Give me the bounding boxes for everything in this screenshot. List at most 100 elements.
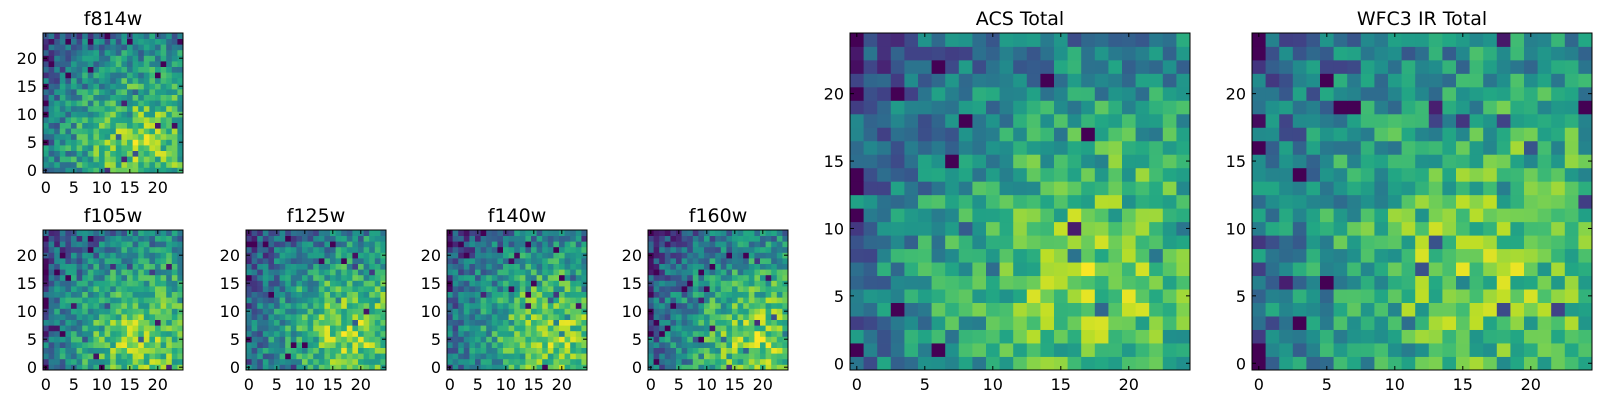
f140w-cell [469, 291, 476, 298]
f140w-cell [581, 353, 588, 360]
f160w-cell [720, 235, 727, 242]
acs-total-cell [986, 302, 1000, 317]
f140w-cell [486, 230, 493, 236]
f105w-cell [71, 235, 77, 242]
acs-total-cell [1135, 73, 1150, 88]
f814w-cell [59, 111, 66, 118]
f160w-cell [687, 286, 694, 292]
f814w-cell [93, 161, 100, 168]
wfc3-ir-total-cell [1292, 59, 1307, 74]
acs-total-cell [1067, 329, 1082, 344]
f814w-cell [104, 94, 111, 101]
acs-total-cell [890, 221, 905, 236]
wfc3-ir-total-cell [1469, 33, 1484, 47]
wfc3-ir-total-cell [1442, 154, 1457, 169]
f140w-cell [542, 353, 549, 360]
f160w-cell [664, 347, 671, 354]
f814w-cell [82, 128, 89, 135]
f814w-cell [149, 44, 156, 51]
f125w-cell [268, 314, 275, 320]
f140w-cell [559, 330, 565, 337]
f814w-cell [65, 38, 72, 45]
f814w-cell [65, 161, 72, 168]
f140w-cell [447, 241, 453, 248]
f105w-cell [59, 274, 66, 281]
acs-total-cell [931, 86, 946, 101]
acs-total-cell [890, 59, 905, 74]
f125w-cell [279, 252, 286, 259]
f814w-cell [132, 55, 139, 62]
wfc3-ir-total-cell [1456, 262, 1470, 277]
f160w-cell [681, 302, 688, 309]
f160w-cell [676, 314, 682, 320]
wfc3-ir-total-cell [1456, 86, 1470, 101]
f105w-cell [121, 319, 128, 326]
f160w-cell [771, 291, 778, 298]
f160w-cell [681, 353, 688, 360]
f125w-cell [285, 280, 292, 287]
f160w-cell [765, 297, 772, 304]
f160w-cell [782, 291, 789, 298]
wfc3-ir-total-cell [1469, 86, 1484, 101]
acs-total-cell [972, 329, 987, 344]
f105w-cell [160, 319, 167, 326]
acs-total-cell [1067, 235, 1082, 250]
f140w-cell [525, 269, 532, 276]
f125w-cell [268, 358, 275, 365]
f105w-cell [54, 319, 61, 326]
f160w-cell [670, 235, 677, 242]
wfc3-ir-total-cell [1578, 329, 1593, 344]
f160w-cell [760, 319, 766, 326]
f160w-cell [648, 235, 654, 242]
wfc3-ir-total-cell [1374, 316, 1389, 330]
f140w-cell [570, 308, 577, 315]
f125w-cell [363, 353, 370, 360]
f105w-cell [54, 263, 61, 270]
wfc3-ir-total-cell [1510, 208, 1525, 223]
acs-total-cell [863, 73, 878, 88]
f814w-cell [138, 145, 145, 151]
f140w-cell [559, 235, 565, 242]
f814w-cell [110, 38, 117, 45]
f105w-cell [71, 325, 77, 332]
acs-total-cell [1081, 343, 1096, 357]
acs-total-cell [918, 86, 932, 101]
acs-total-cell [890, 262, 905, 277]
f105w-cell [160, 336, 167, 343]
f105w-cell [93, 319, 100, 326]
f140w-cell [570, 330, 577, 337]
f125w-cell [274, 235, 280, 242]
f125w-cell [302, 342, 308, 348]
f160w-cell [737, 325, 744, 332]
f140w-cell [447, 358, 453, 365]
f105w-cell [127, 274, 133, 281]
f140w-cell [491, 364, 498, 371]
f105w-cell [171, 241, 178, 248]
f814w-cell [110, 55, 117, 62]
wfc3-ir-total-cell [1510, 154, 1525, 169]
f814w-cell [54, 49, 61, 56]
wfc3-ir-total-cell [1483, 235, 1498, 250]
f105w-cell [155, 297, 161, 304]
f814w-cell [121, 66, 128, 73]
acs-total-cell [986, 262, 1000, 277]
f814w-cell [48, 61, 55, 67]
f814w-cell [166, 139, 173, 146]
f125w-cell [369, 286, 376, 292]
f140w-cell [575, 358, 582, 365]
f105w-cell [121, 342, 128, 348]
f160w-cell [760, 252, 766, 259]
f140w-ytick-label: 5 [431, 330, 441, 349]
f105w-cell [65, 235, 72, 242]
acs-total-cell [1122, 73, 1136, 88]
f814w-cell [93, 38, 100, 45]
f140w-cell [497, 347, 504, 354]
f125w-cell [251, 347, 258, 354]
f814w-cell [127, 94, 133, 101]
acs-total-cell [1081, 140, 1096, 155]
acs-total-cell [904, 194, 919, 209]
f125w-cell [302, 280, 308, 287]
f105w-cell [115, 246, 122, 253]
f105w-cell [87, 252, 94, 259]
f160w-cell [653, 364, 660, 371]
